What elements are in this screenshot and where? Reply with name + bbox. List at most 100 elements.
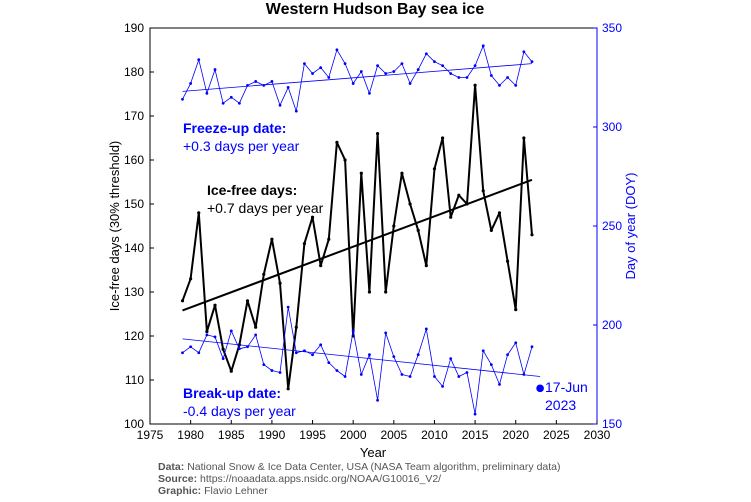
break-up-date-point [205, 333, 209, 337]
left-tick-label: 110 [125, 373, 144, 387]
freeze-up-date-point [457, 76, 461, 79]
break-up-date-point [238, 347, 241, 351]
x-tick-label: 2010 [421, 428, 448, 442]
freeze-up-date-point [294, 109, 298, 113]
left-tick-label: 140 [124, 241, 144, 255]
freeze-up-date-point [229, 95, 233, 99]
freeze-up-date-point [473, 64, 477, 68]
freeze-up-date-point [246, 84, 249, 87]
freeze-up-date-point [311, 72, 314, 75]
freeze-up-date-point [213, 68, 217, 71]
break-up-date-point [335, 369, 339, 372]
ice-free-days-point [310, 215, 315, 219]
freeze-up-date-point [408, 82, 412, 85]
break-up-date-point [246, 345, 249, 349]
break-up-date-point [473, 412, 477, 416]
ice-free-days-point [245, 299, 250, 303]
ice-free-days-point [473, 83, 477, 87]
freeze-up-date-point [205, 91, 209, 95]
freeze-up-date-point [514, 84, 518, 87]
ice-free-days-point [367, 290, 372, 294]
break-up-date-point [197, 351, 201, 355]
freeze-up-date-point [197, 58, 201, 62]
right-tick-label: 250 [602, 219, 622, 233]
freeze-up-date-point [522, 50, 526, 54]
chart-title: Western Hudson Bay sea ice [266, 1, 485, 18]
footer-data: Data: National Snow & Ice Data Center, U… [158, 461, 561, 473]
break-up-date-point [189, 345, 193, 349]
freeze-up-date-point [327, 76, 331, 79]
ice-free-days-point [375, 132, 380, 136]
left-tick-label: 150 [124, 197, 144, 211]
break-up-date-point [286, 305, 290, 309]
footer-source: Source: https://noaadata.apps.nsidc.org/… [158, 473, 442, 485]
left-tick-label: 190 [124, 21, 144, 35]
freeze-up-date-point [424, 52, 428, 56]
left-tick-label: 130 [124, 285, 144, 299]
right-axis-label: Day of year (DOY) [623, 173, 638, 280]
right-axis-ticks: 150 200 250 300 350 [593, 21, 622, 431]
break-up-date-point [343, 375, 347, 378]
freeze-up-date-point [278, 103, 282, 107]
freeze-up-date-point [481, 44, 485, 48]
break-up-date-point [221, 357, 225, 361]
ice-free-days-point [457, 193, 461, 197]
break-up-date-point [489, 363, 493, 366]
ice-free-days-point [432, 167, 437, 171]
break-up-date-point [441, 384, 444, 388]
freeze-up-date-point [489, 74, 493, 77]
ice-free-days-point [522, 136, 526, 140]
x-tick-label: 1980 [177, 428, 204, 442]
break-up-date-point [408, 375, 412, 378]
series-layer [180, 44, 544, 416]
ice-free-days-point [197, 211, 201, 215]
ice-free-rate: +0.7 days per year [207, 200, 324, 216]
ice-free-days-point [294, 325, 298, 329]
break-up-date-point [514, 341, 518, 345]
freeze-up-date-point [441, 64, 444, 68]
x-tick-label: 1975 [137, 428, 164, 442]
freeze-up-date-point [498, 84, 501, 87]
ice-free-days-point [392, 224, 396, 228]
break-up-date-point [327, 361, 331, 365]
freeze-up-date-point [449, 72, 453, 75]
ice-free-days-point [327, 237, 331, 241]
freeze-up-date-point [530, 60, 534, 64]
x-tick-label: 2020 [502, 428, 529, 442]
ice-free-days-point [530, 233, 534, 237]
ice-free-days-point [189, 277, 193, 281]
ice-free-days-point [400, 171, 404, 175]
freeze-up-date-point [181, 97, 184, 101]
break-up-date-point [384, 331, 388, 335]
break-up-title: Break-up date: [183, 385, 281, 401]
freeze-up-date-point [286, 86, 290, 89]
freeze-up-date-point [351, 82, 355, 85]
ice-free-days-point [384, 290, 388, 294]
break-up-date-point [449, 357, 453, 361]
ice-free-days-point [514, 308, 518, 312]
freeze-up-date-point [254, 80, 258, 83]
break-up-date-point [181, 351, 184, 355]
ice-free-title: Ice-free days: [207, 182, 297, 198]
left-tick-label: 100 [124, 417, 144, 431]
x-tick-label: 1995 [299, 428, 326, 442]
right-tick-label: 200 [602, 318, 622, 332]
ice-free-days-point [319, 264, 323, 268]
footer: Data: National Snow & Ice Data Center, U… [158, 461, 561, 497]
ice-free-days-point [424, 264, 428, 268]
freeze-up-date-point [376, 64, 379, 68]
break-up-date-point [254, 333, 258, 337]
break-up-date-point [213, 335, 217, 339]
freeze-up-date-point [319, 66, 323, 69]
freeze-up-date-point [303, 62, 306, 66]
x-tick-label: 2025 [543, 428, 570, 442]
right-tick-label: 300 [602, 120, 622, 134]
break-up-date-point [368, 353, 371, 357]
ice-free-days-point [229, 369, 233, 373]
break-up-date-point [481, 349, 485, 353]
freeze-up-date-point [343, 62, 347, 66]
ice-free-days-point [440, 136, 445, 140]
ice-free-days-point [262, 272, 266, 276]
x-tick-label: 2030 [584, 428, 611, 442]
